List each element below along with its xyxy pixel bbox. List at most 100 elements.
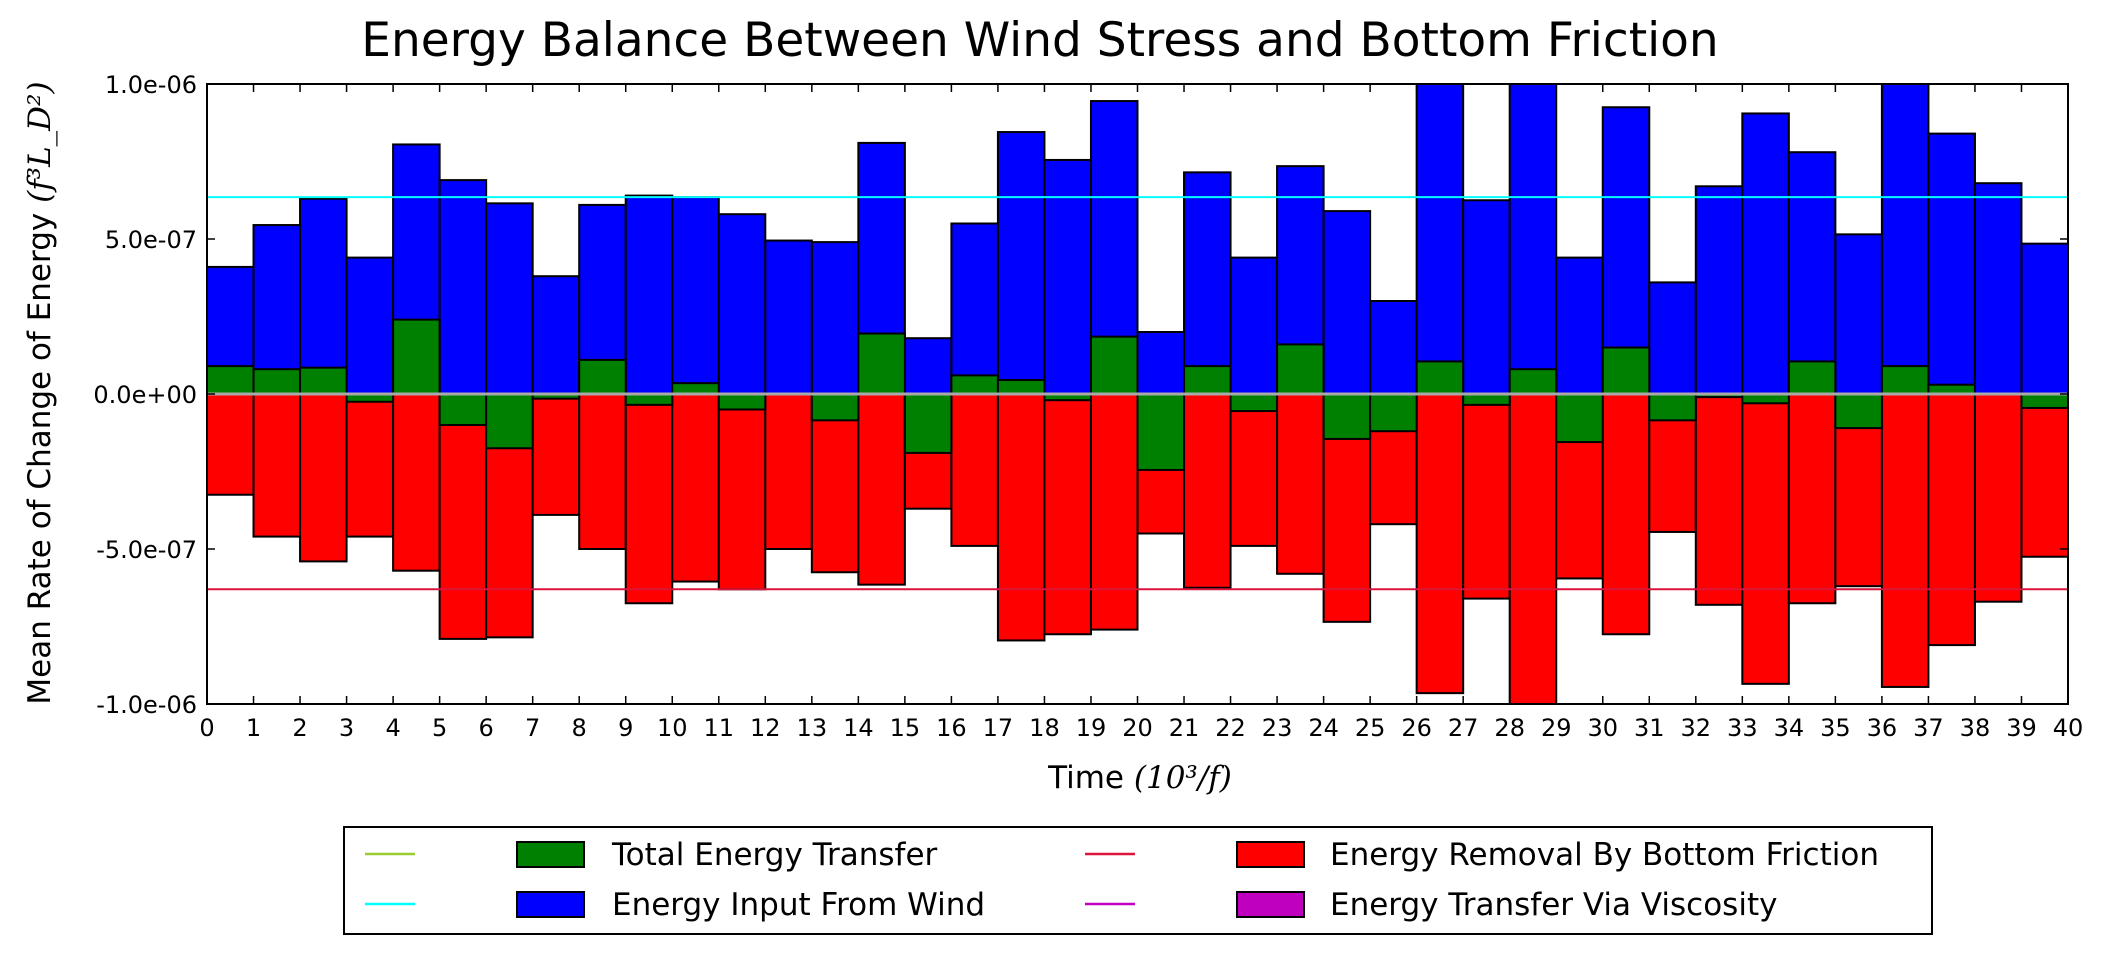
bar-energy-removal-by-bottom-friction — [1927, 393, 1976, 647]
bar-energy-removal-by-bottom-friction — [1415, 393, 1465, 695]
bar-energy-removal-by-bottom-friction — [1741, 393, 1790, 685]
x-tick-label: 20 — [1122, 714, 1153, 742]
bar-energy-input-from-wind — [1369, 300, 1418, 395]
x-tick-label: 17 — [983, 714, 1014, 742]
bar-energy-removal-by-bottom-friction — [624, 393, 674, 605]
bar-energy-removal-by-bottom-friction — [438, 393, 488, 640]
bar-energy-input-from-wind — [950, 222, 999, 395]
bar-total-energy-transfer — [1415, 360, 1465, 396]
x-tick-label: 30 — [1587, 714, 1618, 742]
x-tick-label: 38 — [1960, 714, 1991, 742]
bar-energy-removal-by-bottom-friction — [1043, 393, 1092, 636]
bar-energy-removal-by-bottom-friction — [857, 393, 906, 586]
bar-energy-removal-by-bottom-friction — [671, 393, 720, 583]
bar-energy-removal-by-bottom-friction — [531, 393, 581, 516]
bar-energy-removal-by-bottom-friction — [252, 393, 302, 538]
bar-total-energy-transfer — [438, 393, 488, 426]
bar-total-energy-transfer — [1136, 393, 1186, 471]
bar-energy-removal-by-bottom-friction — [345, 393, 395, 538]
x-tick-label: 26 — [1401, 714, 1432, 742]
bar-energy-input-from-wind — [1555, 256, 1604, 395]
bar-energy-input-from-wind — [996, 131, 1046, 396]
chart-title: Energy Balance Between Wind Stress and B… — [361, 13, 1718, 68]
bar-energy-removal-by-bottom-friction — [1973, 393, 2023, 603]
x-tick-label: 7 — [525, 714, 540, 742]
bar-energy-input-from-wind — [1462, 199, 1511, 395]
bar-total-energy-transfer — [1508, 368, 1558, 396]
bar-total-energy-transfer — [624, 393, 674, 406]
bar-energy-input-from-wind — [1043, 158, 1092, 395]
bar-energy-removal-by-bottom-friction — [1508, 393, 1558, 705]
bar-total-energy-transfer — [1369, 393, 1418, 433]
bar-total-energy-transfer — [1648, 393, 1697, 422]
x-tick-label: 15 — [890, 714, 921, 742]
x-tick-label: 25 — [1355, 714, 1386, 742]
x-tick-label: 29 — [1541, 714, 1572, 742]
bar-energy-removal-by-bottom-friction — [1694, 393, 1744, 606]
bar-energy-removal-by-bottom-friction — [1787, 393, 1837, 605]
bar-energy-input-from-wind — [1880, 83, 1930, 395]
legend-bar-swatch — [1236, 841, 1305, 868]
bar-energy-removal-by-bottom-friction — [810, 393, 860, 574]
x-tick-label: 34 — [1774, 714, 1805, 742]
x-tick-label: 8 — [572, 714, 587, 742]
x-tick-label: 14 — [843, 714, 874, 742]
bar-energy-removal-by-bottom-friction — [1601, 393, 1651, 636]
bar-energy-removal-by-bottom-friction — [1880, 393, 1930, 688]
x-tick-label: 24 — [1308, 714, 1339, 742]
bar-total-energy-transfer — [903, 393, 953, 454]
y-tick-label: 0.0e+00 — [93, 381, 197, 409]
x-tick-label: 11 — [704, 714, 735, 742]
bar-total-energy-transfer — [1089, 335, 1139, 395]
bar-total-energy-transfer — [1601, 346, 1651, 395]
bar-energy-input-from-wind — [1183, 171, 1232, 395]
x-axis-label-text: Time — [1047, 760, 1134, 796]
x-tick-label: 13 — [797, 714, 828, 742]
bar-energy-input-from-wind — [903, 337, 953, 396]
x-tick-label: 35 — [1820, 714, 1851, 742]
bar-energy-removal-by-bottom-friction — [392, 393, 441, 572]
bar-energy-removal-by-bottom-friction — [950, 393, 999, 547]
x-tick-label: 2 — [292, 714, 307, 742]
bar-total-energy-transfer — [1276, 343, 1325, 395]
x-tick-label: 3 — [339, 714, 354, 742]
x-tick-label: 19 — [1076, 714, 1107, 742]
bar-energy-removal-by-bottom-friction — [1229, 393, 1279, 547]
bar-total-energy-transfer — [1555, 393, 1604, 444]
legend-bar-swatch — [1236, 891, 1305, 918]
legend-label: Energy Removal By Bottom Friction — [1330, 837, 1879, 873]
x-tick-label: 33 — [1727, 714, 1758, 742]
y-axis-label: Mean Rate of Change of Energy (f³L_D²) — [22, 81, 58, 704]
x-tick-label: 31 — [1634, 714, 1665, 742]
bar-energy-input-from-wind — [531, 275, 581, 396]
bar-total-energy-transfer — [950, 374, 999, 395]
y-axis-label-math: (f³L_D²) — [22, 81, 58, 202]
bar-total-energy-transfer — [1880, 365, 1930, 396]
x-tick-label: 1 — [246, 714, 261, 742]
legend: Total Energy Transfer Energy Removal By B… — [343, 826, 1933, 935]
bar-energy-removal-by-bottom-friction — [206, 393, 255, 496]
bar-total-energy-transfer — [996, 379, 1046, 395]
bar-total-energy-transfer — [857, 332, 906, 395]
y-tick-label: 5.0e-07 — [105, 226, 197, 254]
bar-energy-input-from-wind — [252, 224, 302, 395]
bar-total-energy-transfer — [299, 366, 348, 395]
bar-energy-input-from-wind — [2020, 242, 2069, 395]
legend-bar-swatch — [516, 841, 585, 868]
bar-energy-input-from-wind — [1694, 185, 1744, 395]
bar-energy-removal-by-bottom-friction — [717, 393, 767, 591]
bar-total-energy-transfer — [717, 393, 767, 411]
bar-energy-input-from-wind — [1415, 83, 1465, 395]
bar-total-energy-transfer — [1322, 393, 1372, 440]
bar-total-energy-transfer — [810, 393, 860, 422]
x-tick-label: 0 — [199, 714, 214, 742]
bar-total-energy-transfer — [252, 368, 302, 396]
x-tick-label: 40 — [2053, 714, 2084, 742]
bar-energy-input-from-wind — [810, 241, 860, 395]
x-tick-label: 32 — [1681, 714, 1712, 742]
x-axis-label-math: (10³/f) — [1134, 760, 1232, 796]
x-tick-label: 21 — [1169, 714, 1200, 742]
legend-label: Energy Transfer Via Viscosity — [1330, 887, 1777, 923]
x-tick-label: 27 — [1448, 714, 1479, 742]
bar-energy-input-from-wind — [1787, 151, 1837, 395]
